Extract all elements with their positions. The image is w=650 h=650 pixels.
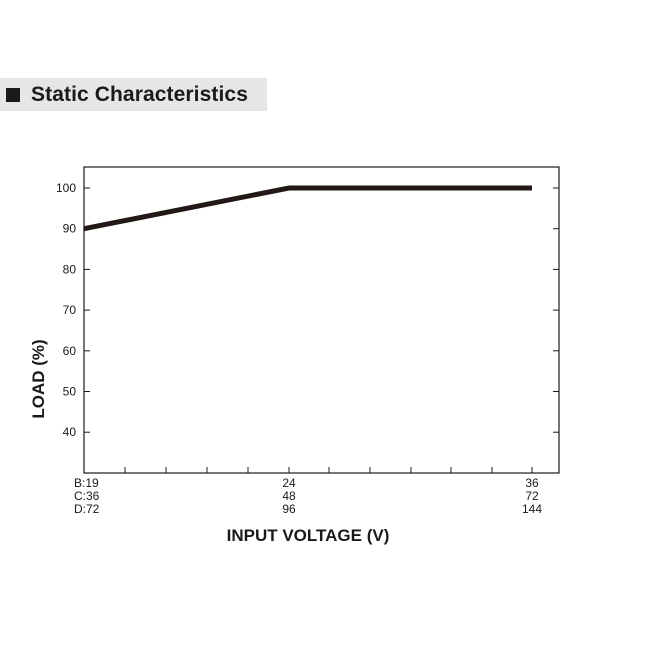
y-tick-label: 100 [56, 181, 76, 195]
series-group [83, 185, 532, 232]
section-header: Static Characteristics [0, 78, 267, 111]
y-tick-label: 70 [63, 303, 77, 317]
x-tick-label: B:19 [74, 476, 99, 490]
plot-frame [83, 166, 560, 474]
y-axis-title: LOAD (%) [29, 339, 48, 418]
x-tick-label: 48 [282, 489, 296, 503]
y-tick-label: 50 [63, 385, 77, 399]
y-tick-label: 90 [63, 222, 77, 236]
x-tick-label: 36 [525, 476, 539, 490]
x-tick-label: D:72 [74, 502, 100, 516]
y-tick-label: 80 [63, 262, 77, 276]
x-tick-label: 144 [522, 502, 542, 516]
x-tick-label: 72 [525, 489, 539, 503]
x-tick-label: 96 [282, 502, 296, 516]
x-axis-title: INPUT VOLTAGE (V) [227, 526, 390, 545]
y-tick-label: 40 [63, 425, 77, 439]
section-title: Static Characteristics [31, 82, 248, 106]
tick-marks [84, 187, 559, 473]
y-tick-label: 60 [63, 344, 77, 358]
x-tick-label: C:36 [74, 489, 100, 503]
square-bullet-icon [6, 87, 20, 102]
x-tick-label: 24 [282, 476, 296, 490]
load-series-line [83, 185, 532, 232]
